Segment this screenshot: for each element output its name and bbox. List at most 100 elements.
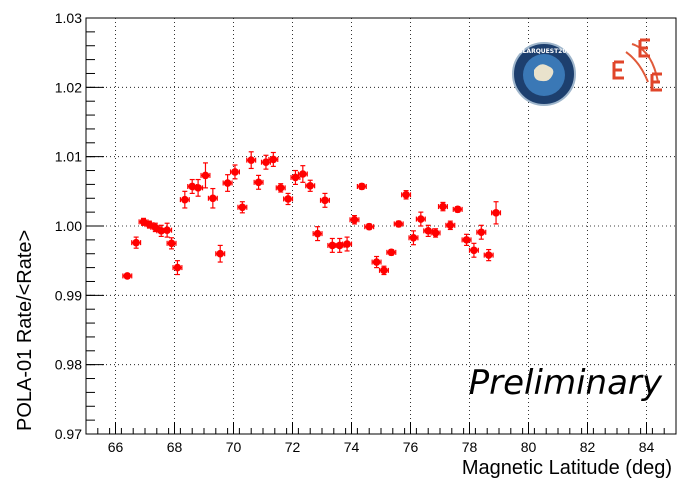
data-point xyxy=(327,237,338,253)
data-marker xyxy=(167,239,176,248)
data-point xyxy=(461,233,472,247)
data-marker xyxy=(269,155,278,164)
x-tick-label: 76 xyxy=(403,439,419,455)
y-tick-label: 0.97 xyxy=(55,426,82,442)
x-tick-label: 84 xyxy=(639,439,655,455)
data-point xyxy=(364,222,375,231)
data-marker xyxy=(477,228,486,237)
data-point xyxy=(356,182,367,191)
data-point xyxy=(283,192,294,206)
x-tick-label: 74 xyxy=(344,439,360,455)
y-axis-title: POLA-01 Rate/<Rate> xyxy=(14,230,36,431)
data-point xyxy=(437,201,448,212)
polarquest-logo-text: POLARQUEST2018 xyxy=(513,48,575,55)
data-marker xyxy=(284,195,292,203)
data-point xyxy=(162,222,173,238)
data-marker xyxy=(299,170,307,178)
data-marker xyxy=(402,191,410,199)
data-marker xyxy=(372,258,381,266)
data-point xyxy=(319,192,330,208)
data-marker xyxy=(394,220,403,228)
x-tick-label: 68 xyxy=(167,439,183,455)
data-marker xyxy=(247,156,255,164)
data-marker xyxy=(132,238,140,247)
x-axis-title: Magnetic Latitude (deg) xyxy=(462,457,672,479)
data-marker xyxy=(231,168,239,176)
eee-logo xyxy=(612,38,662,92)
data-point xyxy=(415,211,426,227)
data-marker xyxy=(209,194,217,203)
data-point xyxy=(268,151,279,167)
data-point xyxy=(260,154,271,170)
data-point xyxy=(349,215,360,225)
data-marker xyxy=(306,181,315,190)
data-point xyxy=(253,174,264,190)
data-marker xyxy=(424,227,433,235)
data-points xyxy=(122,151,502,280)
data-point xyxy=(491,201,502,225)
data-marker xyxy=(321,196,329,205)
data-point xyxy=(237,201,248,214)
data-marker xyxy=(216,249,225,258)
data-point xyxy=(408,230,419,246)
data-point xyxy=(222,174,233,192)
data-marker xyxy=(380,266,388,275)
plot-frame xyxy=(85,17,677,435)
data-marker xyxy=(446,221,455,230)
data-point xyxy=(275,183,286,193)
data-point xyxy=(468,242,479,258)
data-marker xyxy=(328,241,337,250)
x-tick-label: 70 xyxy=(226,439,242,455)
y-tick-label: 1.00 xyxy=(55,218,82,234)
data-point xyxy=(342,236,353,252)
data-point xyxy=(430,228,441,238)
y-tick-label: 0.99 xyxy=(55,287,82,303)
x-tick-label: 66 xyxy=(108,439,124,455)
data-marker xyxy=(335,241,344,250)
data-point xyxy=(179,190,190,209)
x-tick-label: 82 xyxy=(580,439,596,455)
polarquest-logo: POLARQUEST2018 xyxy=(512,42,576,106)
data-point xyxy=(200,162,211,189)
data-marker xyxy=(313,229,322,238)
data-point xyxy=(131,236,142,249)
x-tick-label: 78 xyxy=(462,439,478,455)
data-point xyxy=(305,179,316,192)
data-marker xyxy=(409,233,418,242)
data-point xyxy=(312,226,323,242)
preliminary-annotation: Preliminary xyxy=(469,363,663,403)
data-point xyxy=(172,260,183,276)
data-marker xyxy=(350,215,359,224)
data-marker xyxy=(291,173,300,182)
tick-labels: 66 68 70 72 74 76 78 80 82 84 0.97 0.98 0.99 1.00 1.01… xyxy=(55,10,655,455)
data-marker xyxy=(462,236,471,244)
data-marker xyxy=(343,240,351,248)
data-point xyxy=(297,165,308,183)
data-marker xyxy=(453,205,462,214)
data-point xyxy=(476,224,487,240)
y-tick-label: 1.01 xyxy=(55,149,82,165)
data-marker xyxy=(254,178,263,187)
data-point xyxy=(371,255,382,269)
y-tick-label: 1.03 xyxy=(55,10,82,26)
data-marker xyxy=(201,171,210,180)
data-point xyxy=(452,205,463,214)
eee-logo-letter-2 xyxy=(638,38,650,58)
data-marker xyxy=(417,215,425,223)
polarquest-logo-land xyxy=(534,64,554,82)
data-marker xyxy=(194,184,202,192)
data-point xyxy=(215,244,226,263)
data-marker xyxy=(181,195,189,204)
data-marker xyxy=(470,246,478,255)
data-point xyxy=(393,220,404,228)
x-tick-label: 72 xyxy=(285,439,301,455)
data-marker xyxy=(365,222,374,231)
data-point xyxy=(483,248,494,262)
data-marker xyxy=(223,179,232,187)
grid xyxy=(86,18,676,434)
data-point xyxy=(246,151,257,170)
data-point xyxy=(207,187,218,209)
y-tick-label: 1.02 xyxy=(55,79,82,95)
data-marker xyxy=(484,251,493,259)
